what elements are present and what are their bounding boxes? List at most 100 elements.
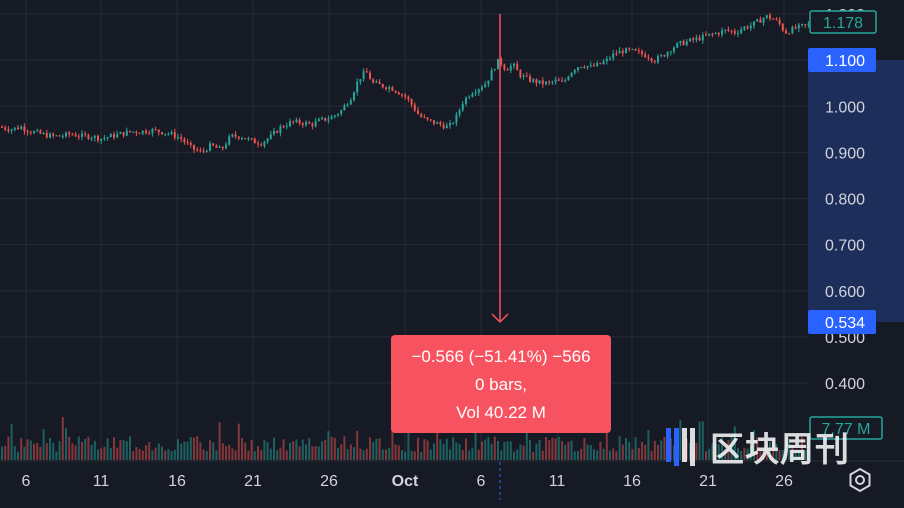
volume-bar <box>439 439 442 460</box>
volume-bar <box>359 448 362 460</box>
volume-bar <box>474 418 477 460</box>
volume-bar <box>749 446 752 460</box>
candle-body <box>10 129 13 132</box>
candle-body <box>749 25 752 29</box>
volume-bar <box>554 438 557 460</box>
volume-bar <box>724 448 727 460</box>
volume-bar <box>314 445 317 460</box>
volume-bar <box>17 451 19 460</box>
volume-bar <box>39 446 42 460</box>
candle-body <box>177 137 179 139</box>
candle-body <box>689 38 691 42</box>
candle-body <box>49 133 51 138</box>
volume-bar <box>516 449 519 460</box>
candle-body <box>135 131 138 134</box>
x-tick-label: 26 <box>320 473 338 490</box>
candle-body <box>276 130 279 133</box>
candle-body <box>765 15 768 19</box>
measure-change: −0.566 (−51.41%) −566 <box>411 347 591 366</box>
candle-body <box>487 80 490 85</box>
candle-body <box>13 127 16 130</box>
volume-bar <box>231 448 234 460</box>
volume-bar <box>87 436 90 460</box>
candle-body <box>109 134 112 138</box>
volume-bar <box>33 443 35 460</box>
volume-bar <box>609 450 611 460</box>
volume-bar <box>135 447 138 460</box>
volume-bars <box>1 416 810 460</box>
volume-bar <box>493 436 496 460</box>
measure-tool <box>491 14 509 500</box>
candle-body <box>609 58 611 60</box>
volume-bar <box>647 430 650 460</box>
volume-bar <box>244 442 247 460</box>
volume-bar <box>4 445 7 460</box>
candle-body <box>231 134 234 137</box>
candle-body <box>538 80 541 84</box>
x-tick-label: 26 <box>775 473 793 490</box>
candle-body <box>298 119 301 124</box>
candle-body <box>324 117 327 121</box>
candle-body <box>477 89 480 93</box>
candle-body <box>196 149 199 151</box>
candle-body <box>100 138 103 141</box>
candle-body <box>106 137 109 139</box>
volume-bar <box>631 449 634 460</box>
volume-bar <box>580 448 583 460</box>
candle-body <box>778 19 781 24</box>
candle-body <box>548 81 551 83</box>
volume-bar <box>772 438 775 460</box>
candle-body <box>410 99 413 105</box>
volume-bar <box>177 439 179 460</box>
x-tick-label: 16 <box>623 473 641 490</box>
candle-body <box>516 63 519 71</box>
settings-icon[interactable] <box>846 466 874 494</box>
volume-bar <box>759 449 762 460</box>
candle-body <box>253 138 256 144</box>
volume-bar <box>545 436 547 460</box>
volume-bar <box>407 423 410 460</box>
lower-price-text: 0.534 <box>825 315 865 332</box>
volume-bar <box>788 438 791 460</box>
volume-bar <box>586 444 589 460</box>
volume-bar <box>129 436 131 460</box>
volume-bar <box>641 441 643 460</box>
y-tick-label: 1.000 <box>825 99 865 116</box>
volume-bar <box>372 441 375 460</box>
candle-body <box>452 122 455 124</box>
volume-bar <box>593 449 595 460</box>
volume-bar <box>618 436 621 460</box>
candle-body <box>660 55 663 57</box>
candle-body <box>52 133 55 136</box>
volume-bar <box>212 442 215 460</box>
volume-bar <box>218 422 221 460</box>
volume-bar <box>106 438 109 460</box>
volume-bar <box>356 430 359 460</box>
volume-bar <box>97 449 99 460</box>
candle-body <box>305 122 307 125</box>
candle-body <box>33 131 35 134</box>
volume-bar <box>180 443 183 460</box>
candle-body <box>279 126 282 133</box>
volume-bar <box>250 439 253 460</box>
volume-bar <box>154 447 157 460</box>
candle-body <box>186 142 189 144</box>
volume-bar <box>420 451 423 460</box>
candle-body <box>42 133 45 135</box>
candle-body <box>423 116 426 118</box>
volume-bar <box>746 448 749 460</box>
candle-body <box>797 24 800 29</box>
volume-bar <box>369 437 371 460</box>
candle-body <box>378 81 381 85</box>
volume-bar <box>77 436 80 460</box>
candles <box>1 12 810 154</box>
candle-body <box>388 87 391 90</box>
volume-bar <box>567 441 570 460</box>
volume-bar <box>269 448 272 460</box>
candle-body <box>71 134 74 136</box>
volume-bar <box>122 440 125 460</box>
candle-body <box>509 65 512 71</box>
candle-body <box>145 130 147 134</box>
